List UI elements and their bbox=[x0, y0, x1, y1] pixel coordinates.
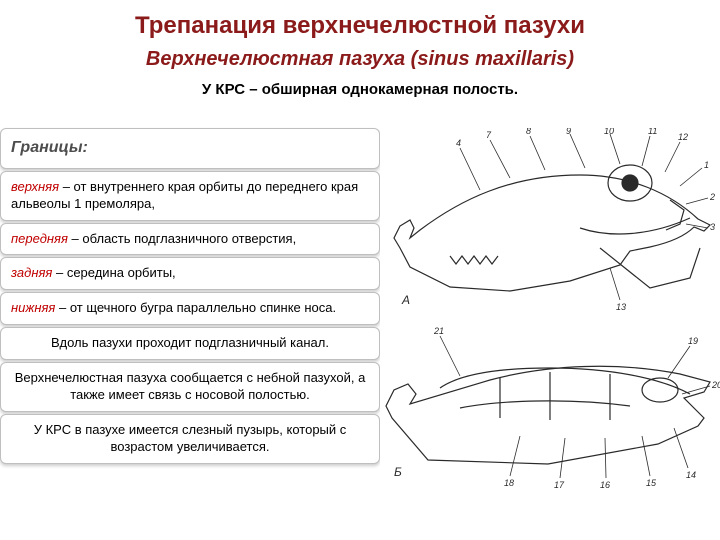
dlabel: 3 bbox=[710, 222, 715, 232]
dlabel: 20 bbox=[711, 380, 720, 390]
dlabel: 12 bbox=[678, 132, 688, 142]
dlabel: 15 bbox=[646, 478, 657, 488]
dlabel: 18 bbox=[504, 478, 514, 488]
dlabel: 1 bbox=[704, 160, 709, 170]
dlabel: 9 bbox=[566, 128, 571, 136]
boundary-highlight: нижняя bbox=[11, 300, 55, 315]
boundary-highlight: передняя bbox=[11, 231, 68, 246]
info-card: Верхнечелюстная пазуха сообщается с небн… bbox=[0, 362, 380, 412]
boundary-card: верхняя – от внутреннего края орбиты до … bbox=[0, 171, 380, 221]
boundary-rest: – от щечного бугра параллельно спинке но… bbox=[55, 300, 336, 315]
krs-line: У КРС – обширная однокамерная полость. bbox=[0, 81, 720, 98]
panel-label-A: А bbox=[401, 293, 410, 307]
dlabel: 14 bbox=[686, 470, 696, 480]
panel-label-B: Б bbox=[394, 465, 402, 479]
skull-diagram: 4 7 8 9 10 11 12 1 2 3 13 А bbox=[380, 128, 720, 528]
dlabel: 2 bbox=[709, 192, 715, 202]
dlabel: 10 bbox=[604, 128, 614, 136]
cards-column: Границы: верхняя – от внутреннего края о… bbox=[0, 128, 380, 464]
boundary-rest: – середина орбиты, bbox=[52, 265, 175, 280]
dlabel: 13 bbox=[616, 302, 626, 312]
dlabel: 17 bbox=[554, 480, 565, 490]
dlabel: 4 bbox=[456, 138, 461, 148]
page-subtitle: Верхнечелюстная пазуха (sinus maxillaris… bbox=[0, 48, 720, 81]
page-title: Трепанация верхнечелюстной пазухи bbox=[0, 0, 720, 48]
info-card: У КРС в пазухе имеется слезный пузырь, к… bbox=[0, 414, 380, 464]
boundary-highlight: верхняя bbox=[11, 179, 59, 194]
boundary-card: нижняя – от щечного бугра параллельно сп… bbox=[0, 292, 380, 325]
dlabel: 7 bbox=[486, 130, 492, 140]
boundary-highlight: задняя bbox=[11, 265, 52, 280]
dlabel: 11 bbox=[648, 128, 657, 136]
cards-header: Границы: bbox=[0, 128, 380, 169]
boundary-card: задняя – середина орбиты, bbox=[0, 257, 380, 290]
dlabel: 16 bbox=[600, 480, 610, 490]
dlabel: 19 bbox=[688, 336, 698, 346]
dlabel: 8 bbox=[526, 128, 531, 136]
boundary-card: передняя – область подглазничного отверс… bbox=[0, 223, 380, 256]
dlabel: 21 bbox=[433, 326, 444, 336]
info-card: Вдоль пазухи проходит подглазничный кана… bbox=[0, 327, 380, 360]
boundary-rest: – от внутреннего края орбиты до переднег… bbox=[11, 179, 358, 211]
boundary-rest: – область подглазничного отверстия, bbox=[68, 231, 296, 246]
